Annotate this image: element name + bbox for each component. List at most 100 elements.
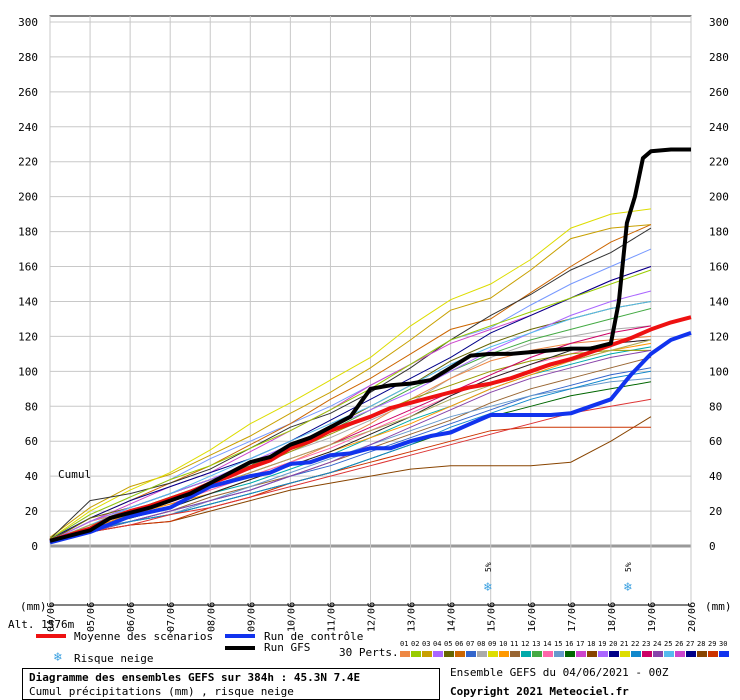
ensemble-line xyxy=(49,224,651,538)
y-tick-label: 0 xyxy=(31,540,38,553)
perturbation-number: 18 xyxy=(587,640,596,648)
legend-gfs-label: Run GFS xyxy=(264,641,311,654)
snow-percent: 5% xyxy=(484,562,493,572)
x-tick-label: 08/06 xyxy=(206,602,217,632)
perturbation-number: 02 xyxy=(411,640,420,648)
y-tick-label: 240 xyxy=(709,121,729,134)
perturbation-swatch xyxy=(631,651,641,657)
perturbation-swatch xyxy=(499,651,509,657)
perturbation-swatch xyxy=(708,651,718,657)
cumul-annotation: Cumul xyxy=(58,468,92,481)
x-tick-label: 12/06 xyxy=(367,602,378,632)
perturbation-number: 21 xyxy=(620,640,629,648)
y-tick-label: 240 xyxy=(18,121,38,134)
ensemble-line xyxy=(49,224,652,542)
x-tick-label: 10/06 xyxy=(286,602,297,632)
legend-snow-label: Risque neige xyxy=(74,652,154,665)
perturbation-swatch xyxy=(521,651,531,657)
perturbation-number: 07 xyxy=(466,640,475,648)
perturbation-swatch xyxy=(411,651,421,657)
x-tick-label: 18/06 xyxy=(607,602,618,632)
ensemble-line xyxy=(49,266,652,540)
y-tick-label: 300 xyxy=(18,16,38,29)
title-box: Diagramme des ensembles GEFS sur 384h : … xyxy=(22,668,440,700)
x-tick-labels: 04/06 05/06 06/06 07/06 08/06 09/06 10/06 11/06… xyxy=(46,602,698,632)
perturbation-number: 24 xyxy=(653,640,662,648)
x-tick-label: 15/06 xyxy=(487,602,498,632)
perturbation-number: 14 xyxy=(543,640,552,648)
y-tick-label: 200 xyxy=(18,191,38,204)
perturbation-swatch xyxy=(697,651,707,657)
perturbation-swatch xyxy=(532,651,542,657)
perturbation-number: 25 xyxy=(664,640,673,648)
y-tick-label: 280 xyxy=(18,51,38,64)
y-tick-label: 260 xyxy=(18,86,38,99)
y-tick-label: 260 xyxy=(709,86,729,99)
legend-mean-swatch xyxy=(36,634,66,638)
x-tick-label: 14/06 xyxy=(447,602,458,632)
snow-percent: 5% xyxy=(624,562,633,572)
x-tick-label: 16/06 xyxy=(527,602,538,632)
perturbation-number: 17 xyxy=(576,640,585,648)
perturbation-swatch xyxy=(400,651,410,657)
perturbation-number: 29 xyxy=(708,640,717,648)
x-tick-label: 20/06 xyxy=(687,602,698,632)
perturbation-swatch xyxy=(543,651,553,657)
y-tick-label: 140 xyxy=(18,295,38,308)
perturbation-number: 15 xyxy=(554,640,563,648)
chart-title: Diagramme des ensembles GEFS sur 384h : … xyxy=(29,671,361,684)
perturbation-swatch xyxy=(576,651,586,657)
legend-control-swatch xyxy=(225,634,255,638)
x-tick-label: 19/06 xyxy=(647,602,658,632)
perturbation-number: 28 xyxy=(697,640,706,648)
y-tick-label: 180 xyxy=(709,226,729,239)
perturbation-swatch xyxy=(422,651,432,657)
x-tick-label: 06/06 xyxy=(126,602,137,632)
perturbation-number: 13 xyxy=(532,640,541,648)
perturbation-number: 11 xyxy=(510,640,519,648)
perturbation-swatch xyxy=(554,651,564,657)
perturbation-swatch xyxy=(587,651,597,657)
perturbation-number: 23 xyxy=(642,640,651,648)
y-tick-label: 120 xyxy=(18,330,38,343)
perturbation-swatch xyxy=(653,651,663,657)
y-tick-label: 0 xyxy=(709,540,716,553)
y-unit-left: (mm) xyxy=(20,600,47,613)
perturbation-swatch xyxy=(664,651,674,657)
perturbation-number: 16 xyxy=(565,640,574,648)
y-unit-right: (mm) xyxy=(705,600,732,613)
main-series xyxy=(49,147,692,545)
perturbation-number: 22 xyxy=(631,640,640,648)
snowflake-icon: ❄ xyxy=(484,580,492,595)
legend-mean-label: Moyenne des scénarios xyxy=(74,630,214,643)
grid xyxy=(49,16,692,605)
y-tick-label: 280 xyxy=(709,51,729,64)
x-tick-label: 04/06 xyxy=(46,602,57,632)
perturbation-swatch xyxy=(609,651,619,657)
ensemble-line xyxy=(49,208,652,540)
series-line xyxy=(49,331,692,545)
y-tick-label: 300 xyxy=(709,16,729,29)
perturbation-swatch xyxy=(455,651,465,657)
x-tick-label: 17/06 xyxy=(567,602,578,632)
y-tick-label: 100 xyxy=(709,365,729,378)
y-tick-label: 220 xyxy=(709,156,729,169)
y-tick-label: 60 xyxy=(709,435,722,448)
y-tick-label: 20 xyxy=(709,505,722,518)
y-tick-label: 140 xyxy=(709,295,729,308)
perturbation-swatch xyxy=(477,651,487,657)
perturbation-number: 12 xyxy=(521,640,530,648)
y-tick-label: 20 xyxy=(25,505,38,518)
x-tick-label: 05/06 xyxy=(86,602,97,632)
ensemble-line xyxy=(49,269,652,540)
y-tick-label: 160 xyxy=(709,261,729,274)
copyright: Copyright 2021 Meteociel.fr xyxy=(450,685,629,698)
perturbation-swatch xyxy=(598,651,608,657)
y-tick-label: 120 xyxy=(709,330,729,343)
snowflake-icon: ❄ xyxy=(624,580,632,595)
y-tick-label: 60 xyxy=(25,435,38,448)
perturbation-number: 30 xyxy=(719,640,728,648)
altitude-label: Alt. 1576m xyxy=(8,618,75,631)
y-tick-label: 80 xyxy=(25,400,38,413)
perturbation-number: 06 xyxy=(455,640,464,648)
